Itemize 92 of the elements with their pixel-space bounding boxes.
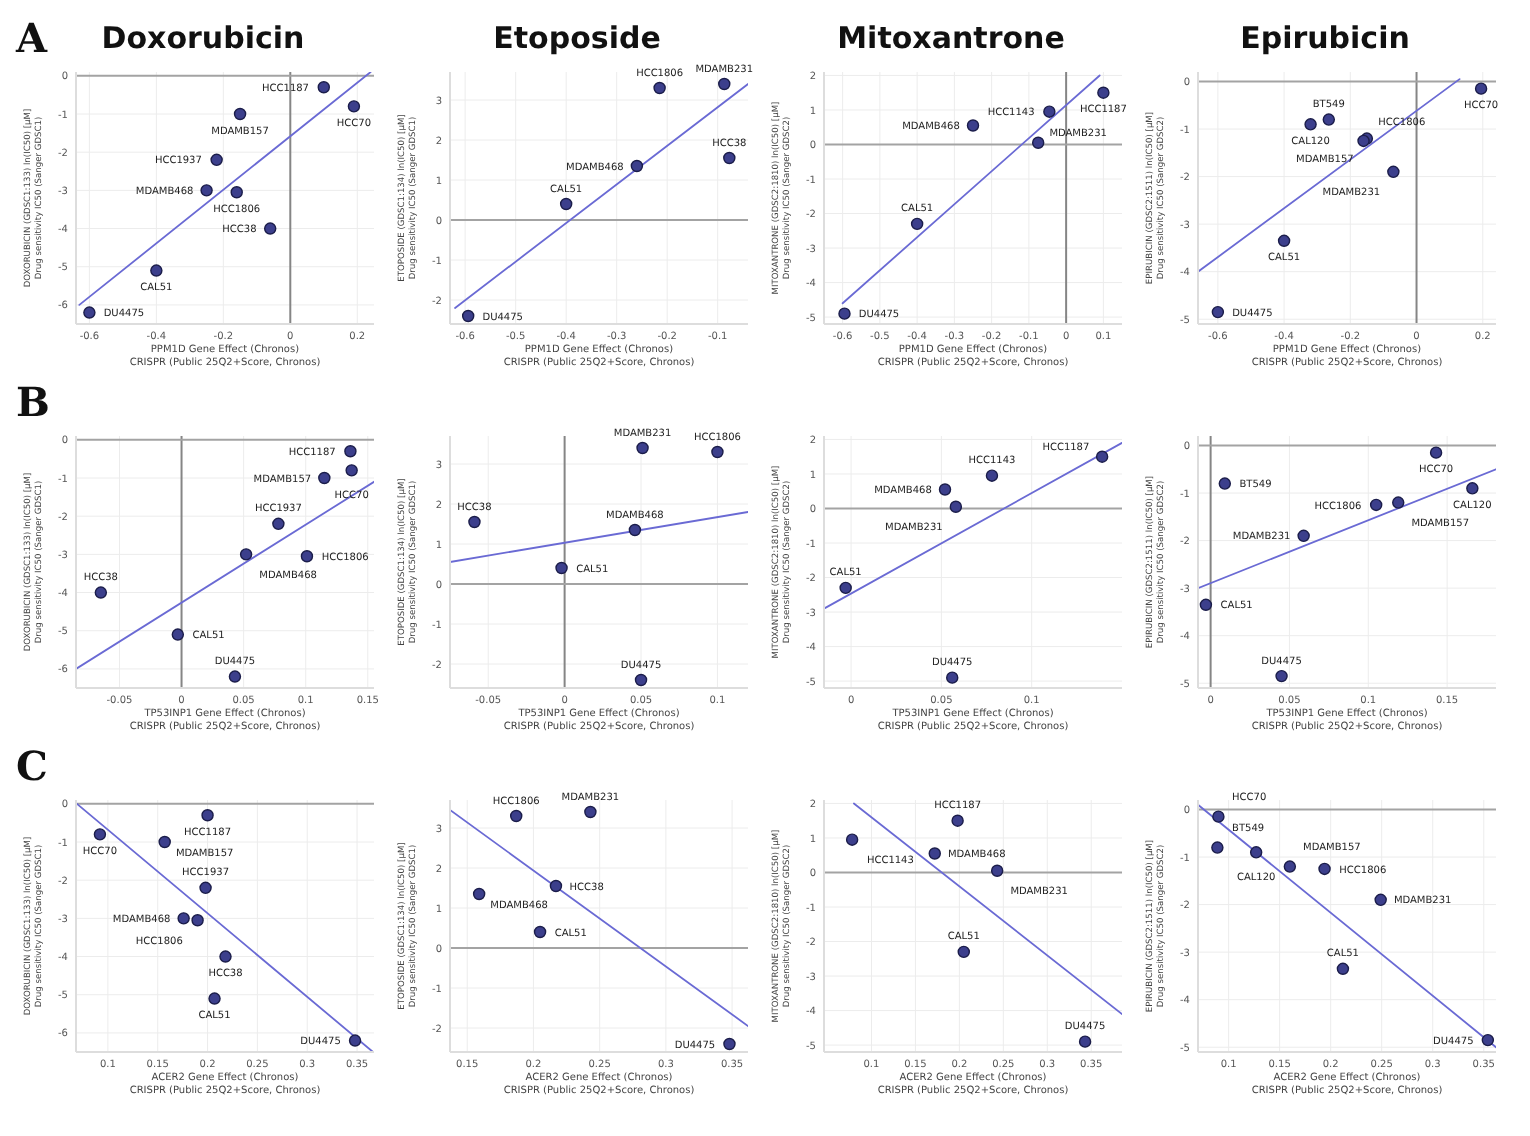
point bbox=[93, 828, 107, 841]
point bbox=[1218, 477, 1232, 490]
point bbox=[839, 581, 852, 595]
point bbox=[468, 515, 481, 529]
point bbox=[171, 628, 185, 641]
point bbox=[723, 1037, 736, 1051]
point bbox=[1249, 846, 1263, 859]
point bbox=[838, 307, 851, 320]
point bbox=[219, 950, 232, 963]
point bbox=[938, 483, 952, 496]
point bbox=[200, 184, 213, 197]
point bbox=[718, 77, 731, 91]
point bbox=[1429, 446, 1443, 459]
point bbox=[177, 912, 190, 925]
point bbox=[509, 809, 523, 823]
point bbox=[201, 809, 214, 822]
point bbox=[957, 945, 970, 959]
point bbox=[966, 119, 980, 132]
point bbox=[910, 217, 924, 231]
point bbox=[1481, 1033, 1495, 1047]
point bbox=[1374, 893, 1387, 907]
point bbox=[584, 805, 597, 819]
point bbox=[83, 306, 96, 319]
point bbox=[555, 561, 568, 575]
point bbox=[636, 441, 649, 455]
chart-title: Doxorubicin bbox=[101, 20, 305, 56]
point bbox=[628, 523, 642, 537]
point bbox=[317, 81, 330, 94]
point bbox=[318, 471, 331, 485]
point bbox=[158, 835, 171, 849]
point bbox=[208, 992, 221, 1005]
point bbox=[1322, 113, 1336, 126]
point bbox=[928, 847, 941, 860]
point bbox=[1199, 598, 1213, 612]
point bbox=[549, 879, 563, 893]
point bbox=[1275, 669, 1288, 683]
point bbox=[1369, 498, 1383, 512]
point bbox=[1095, 450, 1109, 463]
point bbox=[239, 548, 253, 561]
point bbox=[1392, 496, 1405, 509]
point bbox=[559, 197, 573, 211]
point bbox=[472, 887, 486, 901]
point bbox=[191, 914, 204, 927]
point bbox=[1283, 860, 1297, 873]
point bbox=[1304, 118, 1317, 131]
point bbox=[300, 550, 314, 563]
point bbox=[228, 670, 242, 683]
point bbox=[634, 673, 648, 687]
point bbox=[1277, 234, 1291, 248]
chart-title: Epirubicin bbox=[1238, 18, 1412, 60]
point bbox=[1078, 1035, 1092, 1048]
point bbox=[348, 1034, 362, 1047]
point bbox=[210, 153, 223, 167]
point bbox=[1043, 105, 1056, 118]
point bbox=[990, 864, 1004, 877]
text: C bbox=[16, 742, 48, 790]
point bbox=[272, 517, 285, 531]
point bbox=[1318, 862, 1331, 876]
point bbox=[233, 107, 247, 121]
point bbox=[1474, 82, 1488, 95]
point bbox=[946, 671, 959, 684]
point bbox=[344, 445, 357, 458]
point bbox=[94, 586, 108, 599]
point bbox=[345, 464, 358, 477]
text: A bbox=[16, 14, 48, 62]
point bbox=[461, 309, 475, 323]
point bbox=[653, 81, 666, 95]
point bbox=[1097, 86, 1110, 99]
point bbox=[1031, 136, 1045, 149]
chart-title: Mitoxantrone bbox=[835, 18, 1067, 60]
point bbox=[723, 151, 736, 165]
point bbox=[1211, 305, 1225, 319]
point bbox=[1387, 165, 1400, 179]
point bbox=[1211, 841, 1224, 854]
point bbox=[845, 833, 859, 846]
point bbox=[199, 881, 212, 895]
point bbox=[711, 445, 724, 459]
point bbox=[1466, 482, 1479, 495]
point bbox=[263, 222, 277, 235]
point bbox=[1297, 529, 1310, 543]
point bbox=[230, 186, 243, 199]
point bbox=[949, 500, 963, 513]
point bbox=[1212, 810, 1225, 823]
point bbox=[533, 925, 547, 939]
point bbox=[1336, 962, 1350, 976]
point bbox=[985, 469, 999, 482]
point bbox=[347, 100, 361, 113]
chart-title: Etoposide bbox=[491, 18, 663, 60]
point bbox=[630, 159, 644, 173]
point bbox=[150, 264, 163, 277]
text: B bbox=[16, 378, 50, 426]
point bbox=[951, 814, 964, 827]
